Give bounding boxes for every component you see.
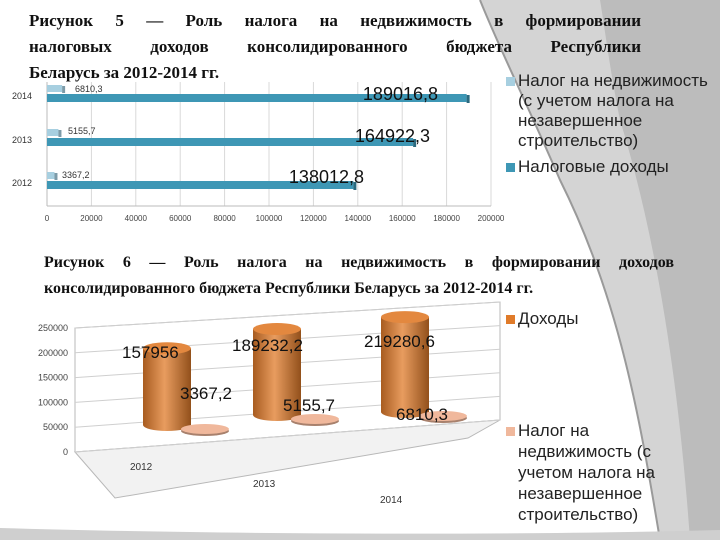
- x-tick-label: 100000: [256, 214, 283, 223]
- y-tick-label: 150000: [38, 373, 68, 383]
- tax-disc-2014: [419, 411, 467, 421]
- data-label-tax: 3367,2: [62, 170, 90, 180]
- cylinder-2013: [253, 322, 301, 421]
- x-tick-label: 2012: [130, 462, 153, 473]
- y-tick-label: 250000: [38, 323, 68, 333]
- cylinder-body: [143, 348, 191, 431]
- legend-swatch: [506, 163, 515, 172]
- y-tick-label: 2012: [12, 178, 32, 188]
- data-label-tax: 5155,7: [68, 126, 96, 136]
- legend-label: Налог на недвижимость: [518, 71, 708, 90]
- y-tick-label: 2013: [12, 135, 32, 145]
- y-tick-label: 50000: [43, 422, 68, 432]
- x-tick-label: 120000: [300, 214, 327, 223]
- cylinder-body: [381, 317, 429, 418]
- cylinder-top: [253, 322, 301, 335]
- bar-side: [466, 95, 470, 103]
- bar-2013-tax: [47, 129, 59, 136]
- legend-label: строительство): [518, 131, 639, 150]
- legend-label: учетом налога на: [518, 463, 655, 482]
- data-label-income: 157956: [122, 343, 179, 362]
- y-tick-label: 200000: [38, 348, 68, 358]
- x-tick-label: 140000: [344, 214, 371, 223]
- y-tick-label: 100000: [38, 397, 68, 407]
- legend-label: Доходы: [518, 309, 579, 328]
- data-label-tax: 5155,7: [283, 396, 335, 415]
- caption-line: Рисунок 6 — Роль налога на недвижимость …: [44, 254, 674, 271]
- tax-disc-2013: [291, 414, 339, 424]
- legend-swatch: [506, 77, 515, 86]
- cylinder-top: [143, 342, 191, 355]
- bar-2012-income: [47, 181, 354, 189]
- x-tick-label: 200000: [478, 214, 505, 223]
- cylinder-body: [253, 328, 301, 421]
- y-tick-label: 0: [63, 447, 68, 457]
- x-tick-label: 160000: [389, 214, 416, 223]
- legend-label: Налоговые доходы: [518, 157, 669, 176]
- y-tick-label: 2014: [12, 91, 32, 101]
- legend-label: строительство): [518, 505, 639, 524]
- bar-2014-income: [47, 94, 467, 102]
- data-label-tax: 3367,2: [180, 384, 232, 403]
- legend-swatch: [506, 315, 515, 324]
- bar-2012-tax: [47, 172, 55, 179]
- cylinder-2014: [381, 311, 429, 418]
- x-tick-label: 2014: [380, 495, 403, 506]
- legend-label: незавершенное: [518, 111, 643, 130]
- x-tick-label: 60000: [169, 214, 192, 223]
- x-tick-label: 40000: [125, 214, 148, 223]
- legend-label: недвижимость (с: [518, 442, 651, 461]
- bar-2013-income: [47, 138, 414, 146]
- caption-line: налоговых доходов консолидированного бюд…: [29, 37, 641, 56]
- gridline: [74, 301, 501, 329]
- x-tick-label: 0: [45, 214, 50, 223]
- gridline: [74, 419, 501, 453]
- bar-side: [54, 173, 58, 180]
- x-tick-label: 2013: [253, 479, 276, 490]
- bar-side: [353, 182, 357, 190]
- x-tick-label: 80000: [213, 214, 236, 223]
- legend-label: (с учетом налога на: [518, 91, 674, 110]
- tax-disc-2012: [181, 424, 229, 434]
- x-tick-label: 180000: [433, 214, 460, 223]
- figure-5-caption: Рисунок 5 — Роль налога на недвижимость …: [29, 8, 641, 86]
- legend-label: Налог на: [518, 421, 590, 440]
- data-label-tax: 6810,3: [75, 84, 103, 94]
- data-label-income: 219280,6: [364, 332, 435, 351]
- data-label-income: 189232,2: [232, 336, 303, 355]
- caption-line: Беларусь за 2012-2014 гг.: [29, 63, 220, 82]
- legend-label: незавершенное: [518, 484, 643, 503]
- bar-side: [413, 139, 417, 147]
- figure-6-caption: Рисунок 6 — Роль налога на недвижимость …: [44, 250, 674, 302]
- caption-line: Рисунок 5 — Роль налога на недвижимость …: [29, 11, 641, 30]
- legend-swatch: [506, 427, 515, 436]
- data-label-income: 189016,8: [363, 84, 438, 104]
- data-label-income: 164922,3: [355, 126, 430, 146]
- bar-side: [58, 130, 62, 137]
- caption-line: консолидированного бюджета Республики Бе…: [44, 280, 534, 297]
- data-label-income: 138012,8: [289, 167, 364, 187]
- cylinder-2012: [143, 342, 191, 431]
- data-label-tax: 6810,3: [396, 405, 448, 424]
- cylinder-top: [381, 311, 429, 324]
- x-tick-label: 20000: [80, 214, 103, 223]
- bar-side: [62, 86, 66, 93]
- bar-2014-tax: [47, 85, 63, 92]
